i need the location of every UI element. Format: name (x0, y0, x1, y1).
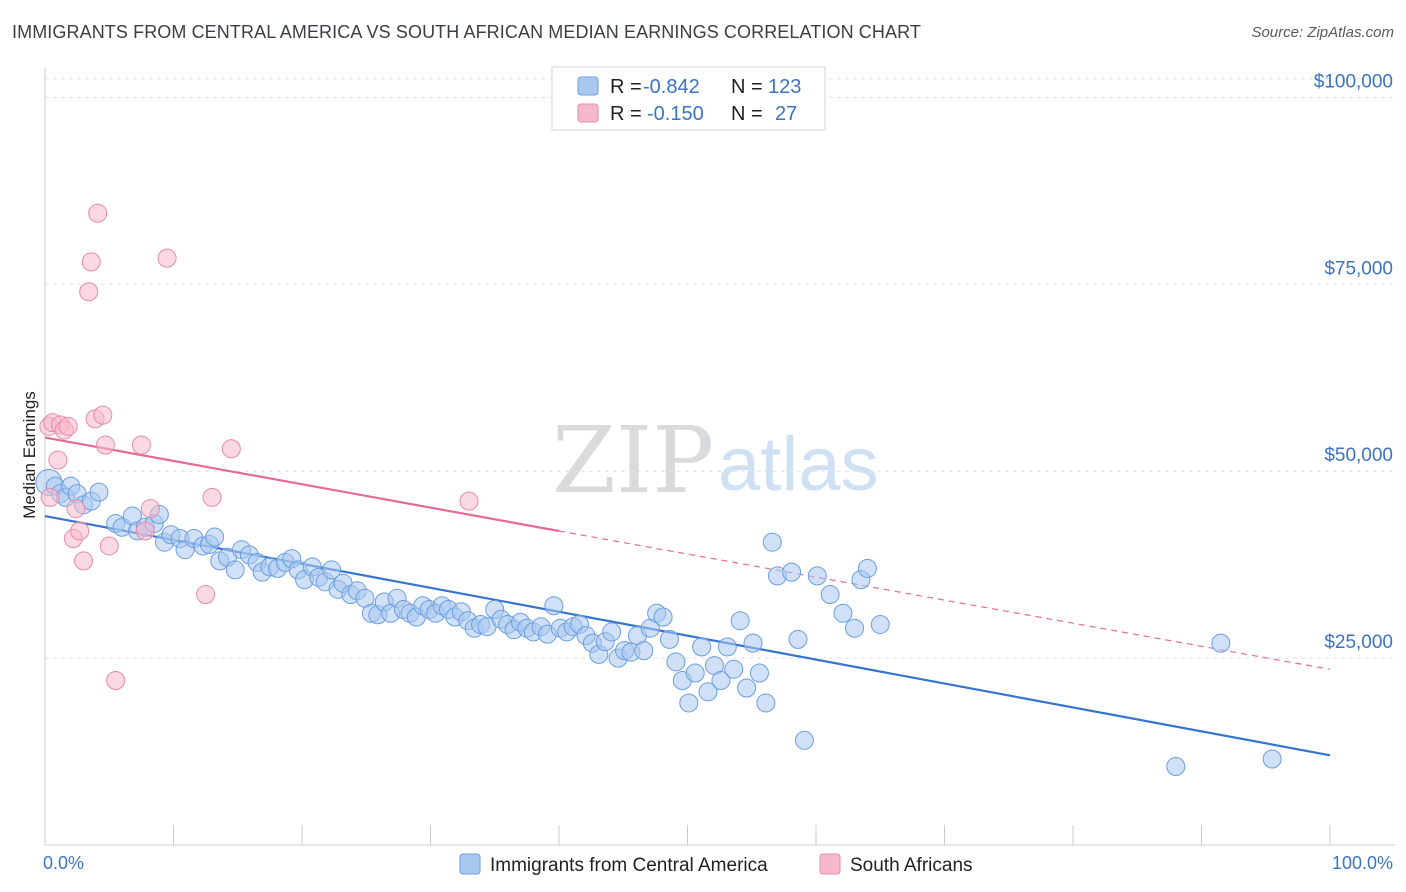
trend-line-south-africans (44, 436, 560, 533)
data-point (634, 641, 654, 661)
data-point (131, 435, 151, 455)
data-point (1166, 757, 1186, 776)
data-point (1211, 633, 1231, 653)
data-point (135, 521, 155, 541)
data-point (743, 633, 763, 653)
data-point (724, 659, 744, 679)
legend-swatch-central-america (577, 76, 599, 96)
chart-source: Source: ZipAtlas.com (1251, 24, 1394, 41)
data-point (845, 618, 865, 638)
legend-r-label: R = (610, 76, 642, 98)
data-point (870, 614, 890, 634)
legend-swatch-south-africans (577, 103, 599, 123)
legend-n-value: 123 (768, 76, 801, 98)
points-layer (35, 203, 1282, 776)
legend-label-central-america: Immigrants from Central America (490, 855, 768, 876)
data-point (66, 499, 86, 519)
legend-swatch-south-africans (819, 853, 841, 875)
chart-title: IMMIGRANTS FROM CENTRAL AMERICA VS SOUTH… (12, 22, 921, 42)
data-point (58, 416, 78, 436)
data-point (225, 560, 245, 580)
data-point (685, 663, 705, 683)
data-point (106, 671, 126, 691)
data-point (95, 435, 115, 455)
data-point (833, 603, 853, 623)
data-point (202, 487, 222, 507)
data-point (679, 693, 699, 713)
data-point (79, 282, 99, 302)
data-point (737, 678, 757, 698)
data-point (820, 585, 840, 605)
data-point (762, 532, 782, 552)
data-point (459, 491, 479, 511)
axes (44, 68, 1395, 846)
data-point (666, 652, 686, 672)
data-point (717, 637, 737, 657)
data-point (794, 730, 814, 750)
data-point (157, 248, 177, 268)
data-point (730, 611, 750, 631)
y-tick-label: $75,000 (1324, 258, 1393, 279)
data-point (48, 450, 68, 470)
data-point (93, 405, 113, 425)
data-point (70, 521, 90, 541)
data-point (857, 558, 877, 578)
data-point (221, 439, 241, 459)
legend-r-value: -0.842 (643, 76, 700, 98)
legend-n-label: N = (731, 76, 763, 98)
legend-swatch-central-america (459, 853, 481, 875)
data-point (81, 252, 101, 272)
legend-r-value: -0.150 (647, 103, 704, 125)
watermark-zip: ZIP (552, 407, 714, 514)
y-tick-label: $50,000 (1324, 445, 1393, 466)
y-tick-label: $25,000 (1324, 632, 1393, 653)
y-axis-label: Median Earnings (20, 391, 39, 519)
data-point (782, 562, 802, 582)
legend-n-value: 27 (775, 103, 797, 125)
data-point (698, 682, 718, 702)
data-point (756, 693, 776, 713)
data-point (788, 629, 808, 649)
series-central-america (35, 468, 1282, 776)
data-point (711, 671, 731, 691)
correlation-legend: R = -0.842 N = 123 R = -0.150 N = 27 (551, 66, 826, 131)
data-point (140, 499, 160, 519)
data-point (89, 482, 109, 502)
data-point (653, 607, 673, 627)
data-point (660, 629, 680, 649)
data-point (807, 566, 827, 586)
legend-n-label: N = (731, 103, 763, 125)
watermark-atlas: atlas (718, 422, 879, 507)
data-point (322, 560, 342, 580)
data-point (196, 585, 216, 605)
gridlines (45, 78, 1395, 659)
x-tick-max: 100.0% (1332, 853, 1393, 873)
x-tick-min: 0.0% (43, 853, 84, 873)
data-point (692, 637, 712, 657)
legend-label-south-africans: South Africans (850, 855, 973, 876)
y-tick-label: $100,000 (1314, 71, 1393, 92)
trend-line-south-africans-extrapolated (558, 530, 1331, 670)
data-point (88, 203, 108, 223)
data-point (40, 487, 60, 507)
data-point (602, 622, 622, 642)
series-legend: Immigrants from Central America South Af… (459, 853, 973, 876)
data-point (1262, 749, 1282, 769)
series-south-africans (39, 203, 479, 691)
data-point (749, 663, 769, 683)
data-point (99, 536, 119, 556)
data-point (205, 527, 225, 547)
data-point (544, 596, 564, 616)
data-point (74, 551, 94, 571)
legend-r-label: R = (610, 103, 642, 125)
y-axis-ticks: $25,000 $50,000 $75,000 $100,000 (1314, 71, 1393, 653)
